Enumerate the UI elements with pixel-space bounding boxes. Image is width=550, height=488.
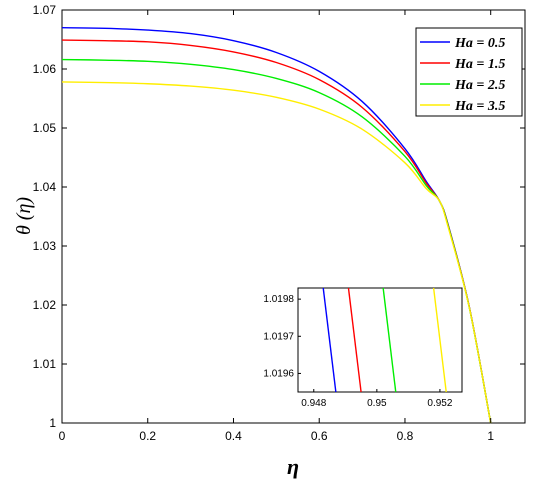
legend: Ha = 0.5 Ha = 1.5 Ha = 2.5 Ha = 3.5	[415, 27, 523, 117]
x-tick-label: 0.2	[139, 429, 156, 443]
series-lines	[61, 27, 492, 424]
inset-x-tick-label: 0.952	[427, 398, 452, 409]
x-axis-label: η	[287, 454, 299, 479]
x-tick-label: 0.8	[397, 429, 414, 443]
inset-zoom-plot: 0.948 0.95 0.952 1.0196 1.0197 1.0198	[263, 287, 463, 409]
y-tick-label: 1.02	[33, 298, 57, 312]
y-tick-label: 1.05	[33, 121, 57, 135]
inset-x-tick-label: 0.95	[367, 398, 387, 409]
inset-y-tick-label: 1.0198	[263, 294, 294, 305]
x-tick-label: 0.6	[311, 429, 328, 443]
y-axis-label: θ (η)	[13, 197, 35, 235]
x-tick-label: 0.4	[225, 429, 242, 443]
y-tick-label: 1.07	[33, 3, 57, 17]
x-tick-label: 1	[487, 429, 494, 443]
legend-label-4: Ha = 3.5	[454, 99, 505, 114]
legend-label-2: Ha = 1.5	[454, 57, 505, 72]
inset-line-4	[432, 287, 447, 393]
y-tick-label: 1	[49, 416, 56, 430]
y-tick-label: 1.03	[33, 239, 57, 253]
x-tick-label: 0	[59, 429, 66, 443]
inset-line-3	[382, 287, 397, 393]
legend-label-1: Ha = 0.5	[454, 36, 505, 51]
x-axis-ticks: 0 0.2 0.4 0.6 0.8 1	[59, 10, 494, 443]
y-tick-label: 1.06	[33, 62, 57, 76]
inset-plot-area	[297, 287, 463, 393]
inset-y-tick-label: 1.0196	[263, 368, 294, 379]
y-tick-label: 1.01	[33, 357, 57, 371]
legend-label-3: Ha = 2.5	[454, 78, 505, 93]
inset-line-1	[322, 287, 337, 393]
series-line-4	[61, 81, 492, 424]
inset-x-tick-label: 0.948	[301, 398, 326, 409]
y-axis-ticks: 1 1.01 1.02 1.03 1.04 1.05 1.06 1.07	[33, 3, 525, 430]
inset-y-tick-label: 1.0197	[263, 331, 294, 342]
y-tick-label: 1.04	[33, 180, 57, 194]
inset-line-2	[347, 287, 362, 393]
